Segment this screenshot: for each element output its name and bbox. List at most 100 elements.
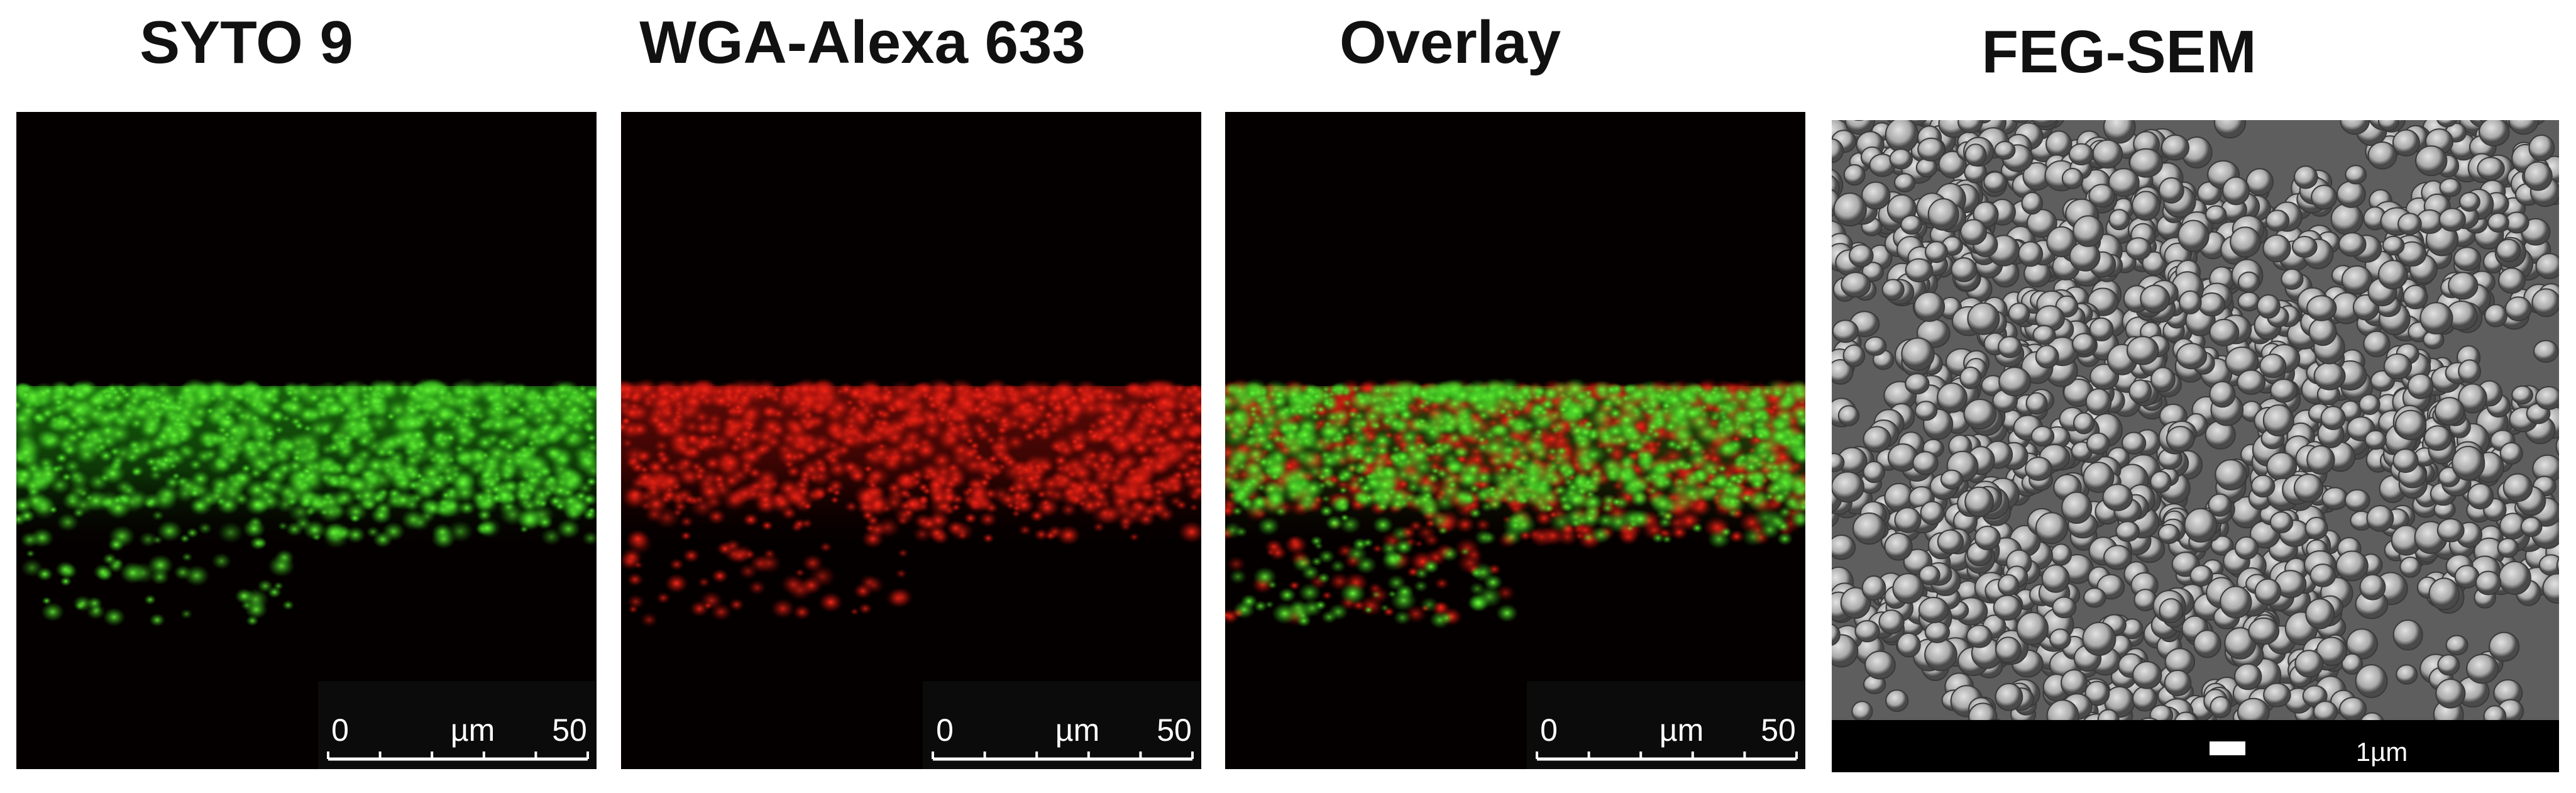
cell-signal xyxy=(782,384,795,394)
scale-box xyxy=(923,681,1201,769)
cell-signal xyxy=(1691,523,1704,533)
cell-signal xyxy=(1362,538,1374,548)
cell-signal xyxy=(793,604,812,620)
cell-signal xyxy=(685,433,700,445)
cell-signal xyxy=(1406,446,1431,466)
cell-signal xyxy=(670,481,683,492)
cell-signal xyxy=(1034,402,1049,414)
cell-signal xyxy=(1667,422,1694,445)
cell-signal xyxy=(581,531,597,546)
cell-signal xyxy=(345,526,366,543)
cell-signal xyxy=(1319,464,1335,477)
cell-signal xyxy=(1297,448,1324,470)
cell-signal xyxy=(662,489,676,502)
cell-signal xyxy=(852,410,871,426)
cell-signal xyxy=(928,489,949,506)
cell-signal xyxy=(669,558,685,571)
cell-signal xyxy=(130,404,150,420)
cell-signal xyxy=(1444,394,1466,413)
cell-signal xyxy=(1475,518,1492,532)
scale-label: µm xyxy=(1055,713,1099,748)
cell-signal xyxy=(656,592,671,604)
cell-signal xyxy=(1123,398,1144,415)
cell-signal xyxy=(1731,458,1747,471)
cell-signal xyxy=(242,588,269,611)
cell-signal xyxy=(277,521,289,531)
cell-signal xyxy=(1680,474,1702,492)
cell-signal xyxy=(1714,438,1740,460)
cell-signal xyxy=(1654,462,1672,477)
cell-signal xyxy=(147,554,173,576)
cell-signal xyxy=(62,492,84,511)
bacterium xyxy=(1958,120,1976,123)
cell-signal xyxy=(1349,428,1373,449)
cell-signal xyxy=(1776,531,1793,546)
cell-signal xyxy=(932,409,948,422)
cell-signal xyxy=(84,391,109,411)
cell-signal xyxy=(928,478,945,492)
cell-signal xyxy=(1338,486,1348,494)
cell-signal xyxy=(556,519,581,540)
scale-label: 0 xyxy=(1540,713,1558,748)
cell-signal xyxy=(1033,528,1049,541)
cell-signal xyxy=(514,489,531,502)
bacterium xyxy=(2445,635,2469,656)
cell-signal xyxy=(761,520,774,531)
cell-signal xyxy=(819,541,832,553)
cell-signal xyxy=(1652,390,1666,402)
cell-signal xyxy=(1696,385,1722,408)
cell-signal xyxy=(410,514,431,531)
cell-signal xyxy=(644,506,664,523)
cell-signal xyxy=(717,452,744,474)
cell-signal xyxy=(693,470,707,482)
cell-signal xyxy=(653,439,669,453)
scale-label: 50 xyxy=(552,713,587,748)
cell-signal xyxy=(988,402,1002,414)
cell-signal xyxy=(1548,511,1575,533)
cell-signal xyxy=(400,387,410,396)
cell-signal xyxy=(1015,401,1031,413)
cell-signal xyxy=(1226,445,1252,467)
cell-signal xyxy=(656,453,672,466)
cell-signal xyxy=(1419,597,1439,613)
cell-signal xyxy=(859,574,879,591)
cell-signal xyxy=(41,385,54,397)
cell-signal xyxy=(1129,532,1140,541)
cell-signal xyxy=(554,502,566,511)
cell-signal xyxy=(275,460,294,477)
cell-signal xyxy=(966,485,989,504)
cell-signal xyxy=(1708,388,1720,397)
cell-signal xyxy=(321,523,346,543)
cell-signal xyxy=(973,453,984,462)
cell-signal xyxy=(48,506,58,514)
cell-signal xyxy=(1189,503,1199,512)
cell-signal xyxy=(1386,574,1406,591)
cell-signal xyxy=(336,473,349,483)
cell-signal xyxy=(1519,496,1529,505)
cell-signal xyxy=(732,482,758,504)
cell-signal xyxy=(1287,535,1302,548)
cell-signal xyxy=(1042,475,1061,492)
cell-signal xyxy=(1380,550,1407,572)
cell-signal xyxy=(1094,434,1105,443)
cell-signal xyxy=(855,391,868,402)
cell-signal xyxy=(1624,386,1647,406)
cell-signal xyxy=(1283,430,1299,443)
cell-signal xyxy=(1590,526,1612,544)
cell-signal xyxy=(1413,580,1429,592)
cell-signal xyxy=(781,574,806,595)
cell-signal xyxy=(680,531,692,541)
cell-signal xyxy=(1372,516,1394,534)
cell-signal xyxy=(439,433,451,443)
cell-signal xyxy=(209,475,233,495)
cell-signal xyxy=(561,430,584,449)
cell-signal xyxy=(1602,389,1625,407)
cell-signal xyxy=(1787,383,1805,406)
cell-signal xyxy=(1715,385,1739,406)
bacterium xyxy=(2245,168,2274,196)
cell-signal xyxy=(179,391,204,411)
cell-signal xyxy=(1023,431,1037,442)
cell-signal xyxy=(742,513,759,527)
sem-panel: 1µm xyxy=(1832,120,2559,772)
cell-signal xyxy=(1267,492,1285,508)
